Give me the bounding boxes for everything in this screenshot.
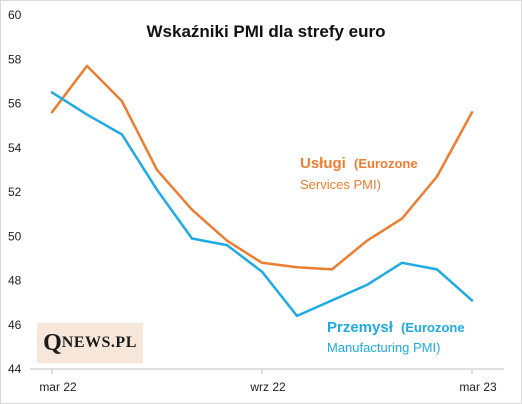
y-tick-label: 50 [8,229,22,243]
qnews-logo: Q NEWS.PL [37,323,143,363]
y-axis: 44 46 48 50 52 54 56 58 60 [8,8,22,376]
series-line-services [50,64,474,271]
series-line-manufacturing [50,91,474,318]
manufacturing-label-detail-1: (Eurozone [401,320,465,335]
x-axis: mar 22 wrz 22 mar 23 [30,368,504,394]
services-label-bold: Usługi [300,155,346,172]
manufacturing-label: Przemysł (Eurozone [327,319,465,336]
logo-q: Q [43,329,62,356]
services-label-detail-1: (Eurozone [354,156,418,171]
y-tick-label: 48 [8,274,22,288]
y-tick-label: 52 [8,185,22,199]
services-label-detail-2: Services PMI) [300,177,381,192]
chart-title: Wskaźniki PMI dla strefy euro [146,22,385,41]
series-layer [50,64,474,318]
x-tick-label: mar 22 [39,380,77,394]
y-tick-label: 44 [8,362,22,376]
y-tick-label: 54 [8,141,22,155]
manufacturing-label-detail-2: Manufacturing PMI) [327,340,440,355]
services-label: Usługi (Eurozone [300,155,418,172]
logo-text: NEWS.PL [61,334,137,351]
y-tick-label: 60 [8,8,22,22]
y-tick-label: 56 [8,97,22,111]
y-tick-label: 46 [8,318,22,332]
y-tick-label: 58 [8,52,22,66]
manufacturing-label-bold: Przemysł [327,319,394,336]
x-tick-label: mar 23 [459,380,497,394]
x-tick-label: wrz 22 [249,380,286,394]
